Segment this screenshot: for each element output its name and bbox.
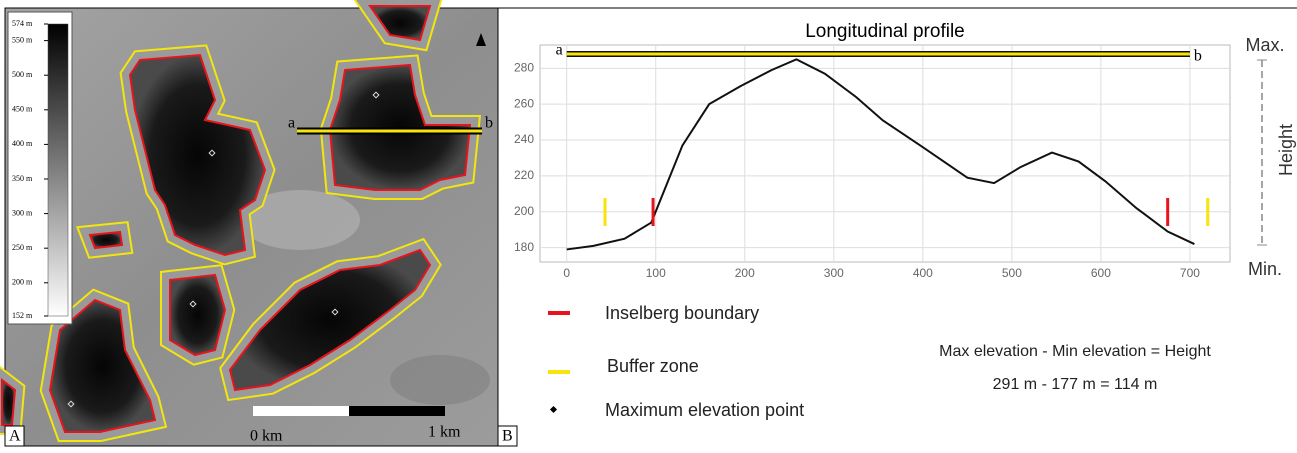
map-panel: a b 0 km 1 km A 574 m 550 m 500 m 450 m 400 … <box>2 6 499 447</box>
section-label: a <box>288 115 295 132</box>
colorbar-label: 574 m <box>12 19 33 28</box>
panel-label-box <box>497 425 518 447</box>
x-tick-label: 600 <box>1091 266 1111 280</box>
max-points <box>67 91 380 408</box>
result: 291 m - 177 m = 114 m <box>993 376 1158 393</box>
colorbar-label: 200 m <box>12 278 33 287</box>
plot-area <box>539 44 1231 263</box>
scale-bar <box>349 406 445 416</box>
section-label: b <box>1194 48 1202 65</box>
colorbar-ticks: 574 m 550 m 500 m 450 m 400 m 350 m 300 m 250 m… <box>12 19 48 320</box>
panel-label: B <box>502 428 513 445</box>
colorbar-label: 300 m <box>12 208 33 217</box>
scale-label: 1 km <box>428 424 461 441</box>
y-tick-label: 260 <box>514 96 534 110</box>
profile-line <box>566 58 1195 251</box>
section-label: a <box>556 42 563 59</box>
colorbar-label: 550 m <box>12 35 33 44</box>
legend-label: Buffer zone <box>607 356 699 376</box>
scale-label: 0 km <box>250 428 283 445</box>
x-tick-label: 200 <box>735 266 755 280</box>
terrain <box>240 190 360 250</box>
height-max: Max. <box>1245 35 1284 55</box>
colorbar-label: 250 m <box>12 243 33 252</box>
y-tick-label: 280 <box>514 60 534 74</box>
y-tick-label: 220 <box>514 168 534 182</box>
north-arrow <box>476 33 486 46</box>
x-tick-label: 100 <box>646 266 666 280</box>
colorbar-label: 152 m <box>12 311 33 320</box>
y-tick-label: 180 <box>514 240 534 254</box>
legend-label: Inselberg boundary <box>605 303 759 323</box>
section-label: b <box>485 115 493 132</box>
colorbar-label: 500 m <box>12 70 33 79</box>
y-tick-label: 200 <box>514 204 534 218</box>
panel-label: A <box>9 428 21 445</box>
terrain <box>390 355 490 405</box>
legend-label: Maximum elevation point <box>605 400 804 420</box>
x-tick-label: 0 <box>563 266 570 280</box>
scale-bar <box>253 406 349 416</box>
x-tick-label: 300 <box>824 266 844 280</box>
colorbar <box>47 23 69 317</box>
height-min: Min. <box>1248 259 1282 279</box>
height-label: Height <box>1276 124 1296 176</box>
legend-marker <box>549 405 558 414</box>
y-tick-label: 240 <box>514 132 534 146</box>
chart-title: Longitudinal profile <box>805 21 965 42</box>
x-tick-label: 500 <box>1002 266 1022 280</box>
x-tick-label: 400 <box>913 266 933 280</box>
panel-label-box <box>4 425 25 447</box>
colorbar-label: 350 m <box>12 174 33 183</box>
colorbar-label: 400 m <box>12 139 33 148</box>
x-tick-label: 700 <box>1180 266 1200 280</box>
colorbar-label: 450 m <box>12 105 33 114</box>
profile-panel: B Longitudinal profile Max. Min. Height … <box>497 7 1297 447</box>
equation: Max elevation - Min elevation = Height <box>939 343 1211 360</box>
